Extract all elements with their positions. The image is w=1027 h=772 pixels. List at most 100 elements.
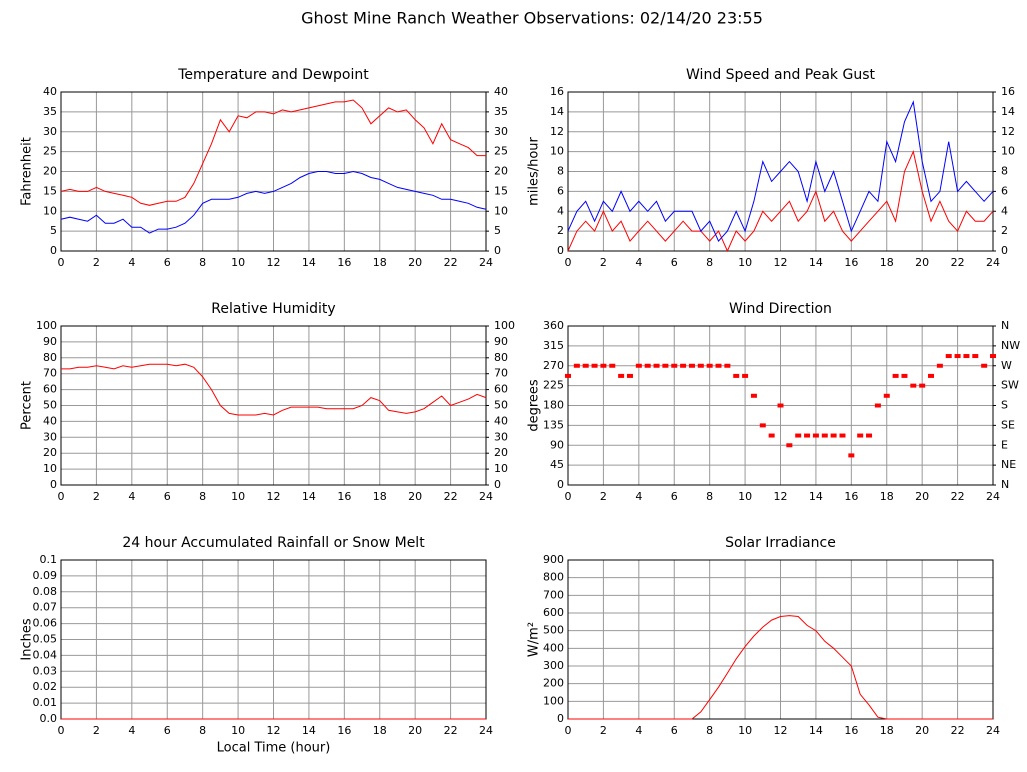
y-tick-label: 5 [50, 224, 57, 237]
x-tick-label: 4 [635, 724, 642, 737]
y2-tick-label: 20 [494, 446, 508, 459]
y2-tick-label: 4 [1001, 204, 1008, 217]
y-axis-label: W/m² [527, 622, 542, 657]
x-tick-label: 14 [809, 724, 823, 737]
data-point [892, 373, 899, 378]
y-tick-label: 45 [550, 458, 564, 471]
chart-title: Relative Humidity [211, 301, 335, 317]
y-tick-label: 500 [543, 624, 564, 637]
x-tick-label: 10 [738, 724, 752, 737]
data-point [644, 363, 651, 368]
data-point [626, 373, 633, 378]
data-point [724, 363, 731, 368]
y-tick-label: 0.02 [33, 680, 58, 693]
y2-tick-label: 0 [1001, 244, 1008, 257]
y-tick-label: 0.08 [33, 585, 58, 598]
y-tick-label: 4 [557, 204, 564, 217]
plot-frame [567, 91, 994, 252]
data-line [567, 100, 994, 243]
y2-tick-label: 10 [1001, 145, 1015, 158]
x-tick-label: 10 [738, 256, 752, 269]
y2-tick-label: 20 [494, 165, 508, 178]
data-point [830, 433, 837, 438]
data-point [910, 383, 917, 388]
data-point [866, 433, 873, 438]
y2-tick-label: 30 [494, 430, 508, 443]
chart-title: 24 hour Accumulated Rainfall or Snow Mel… [122, 535, 425, 551]
y-tick-label: 40 [43, 414, 57, 427]
x-tick-label: 22 [444, 490, 458, 503]
y2-tick-label: NE [1001, 458, 1016, 471]
x-tick-label: 16 [844, 724, 858, 737]
x-tick-label: 4 [635, 256, 642, 269]
x-tick-label: 12 [267, 724, 281, 737]
x-tick-label: 6 [164, 490, 171, 503]
x-tick-label: 24 [986, 490, 1000, 503]
y-tick-label: 60 [43, 383, 57, 396]
y-tick-label: 0 [50, 244, 57, 257]
x-tick-label: 2 [600, 256, 607, 269]
y-tick-label: 100 [36, 319, 57, 332]
y-tick-label: 0 [557, 478, 564, 491]
y2-tick-label: 10 [494, 204, 508, 217]
y-tick-label: 0 [557, 244, 564, 257]
y-tick-label: 600 [543, 606, 564, 619]
x-tick-label: 16 [844, 256, 858, 269]
y-tick-label: 20 [43, 446, 57, 459]
y2-tick-label: 15 [494, 184, 508, 197]
x-tick-label: 6 [164, 256, 171, 269]
y2-tick-label: 40 [494, 85, 508, 98]
data-point [936, 363, 943, 368]
y2-tick-label: 70 [494, 367, 508, 380]
chart-title: Temperature and Dewpoint [177, 67, 369, 83]
x-tick-label: 16 [337, 490, 351, 503]
x-tick-label: 4 [128, 256, 135, 269]
y-tick-label: 40 [43, 85, 57, 98]
data-point [963, 354, 970, 359]
y-tick-label: 10 [43, 462, 57, 475]
x-tick-label: 18 [880, 256, 894, 269]
x-tick-label: 18 [373, 490, 387, 503]
data-point [635, 363, 642, 368]
x-tick-label: 10 [231, 256, 245, 269]
y-tick-label: 800 [543, 571, 564, 584]
y-tick-label: 0.1 [40, 553, 58, 566]
x-tick-label: 8 [706, 490, 713, 503]
y2-tick-label: N [1001, 319, 1009, 332]
y-tick-label: 2 [557, 224, 564, 237]
x-tick-label: 24 [986, 724, 1000, 737]
x-tick-label: 2 [600, 490, 607, 503]
y-axis-label: miles/hour [527, 136, 542, 205]
x-tick-label: 22 [951, 490, 965, 503]
x-tick-label: 20 [408, 490, 422, 503]
data-point [848, 453, 855, 458]
x-tick-label: 20 [915, 256, 929, 269]
x-tick-label: 8 [199, 724, 206, 737]
x-tick-label: 12 [774, 490, 788, 503]
data-point [706, 363, 713, 368]
y2-tick-label: W [1001, 359, 1012, 372]
data-point [821, 433, 828, 438]
x-tick-label: 12 [267, 490, 281, 503]
y-tick-label: 400 [543, 641, 564, 654]
data-point [715, 363, 722, 368]
x-tick-label: 6 [671, 490, 678, 503]
data-point [945, 354, 952, 359]
data-point [928, 373, 935, 378]
y2-tick-label: 0 [494, 478, 501, 491]
chart-title: Wind Direction [729, 301, 832, 317]
x-tick-label: 14 [302, 490, 316, 503]
plot-frame [567, 559, 994, 720]
data-point [919, 383, 926, 388]
data-point [874, 403, 881, 408]
data-point [565, 373, 571, 378]
x-tick-label: 14 [302, 724, 316, 737]
y2-tick-label: E [1001, 438, 1008, 451]
x-tick-label: 0 [565, 724, 572, 737]
x-axis-label: Local Time (hour) [217, 741, 331, 756]
y-tick-label: 0 [50, 478, 57, 491]
x-tick-label: 18 [373, 724, 387, 737]
y2-tick-label: N [1001, 478, 1009, 491]
y-axis-label: Inches [20, 618, 35, 660]
y-tick-label: 50 [43, 399, 57, 412]
